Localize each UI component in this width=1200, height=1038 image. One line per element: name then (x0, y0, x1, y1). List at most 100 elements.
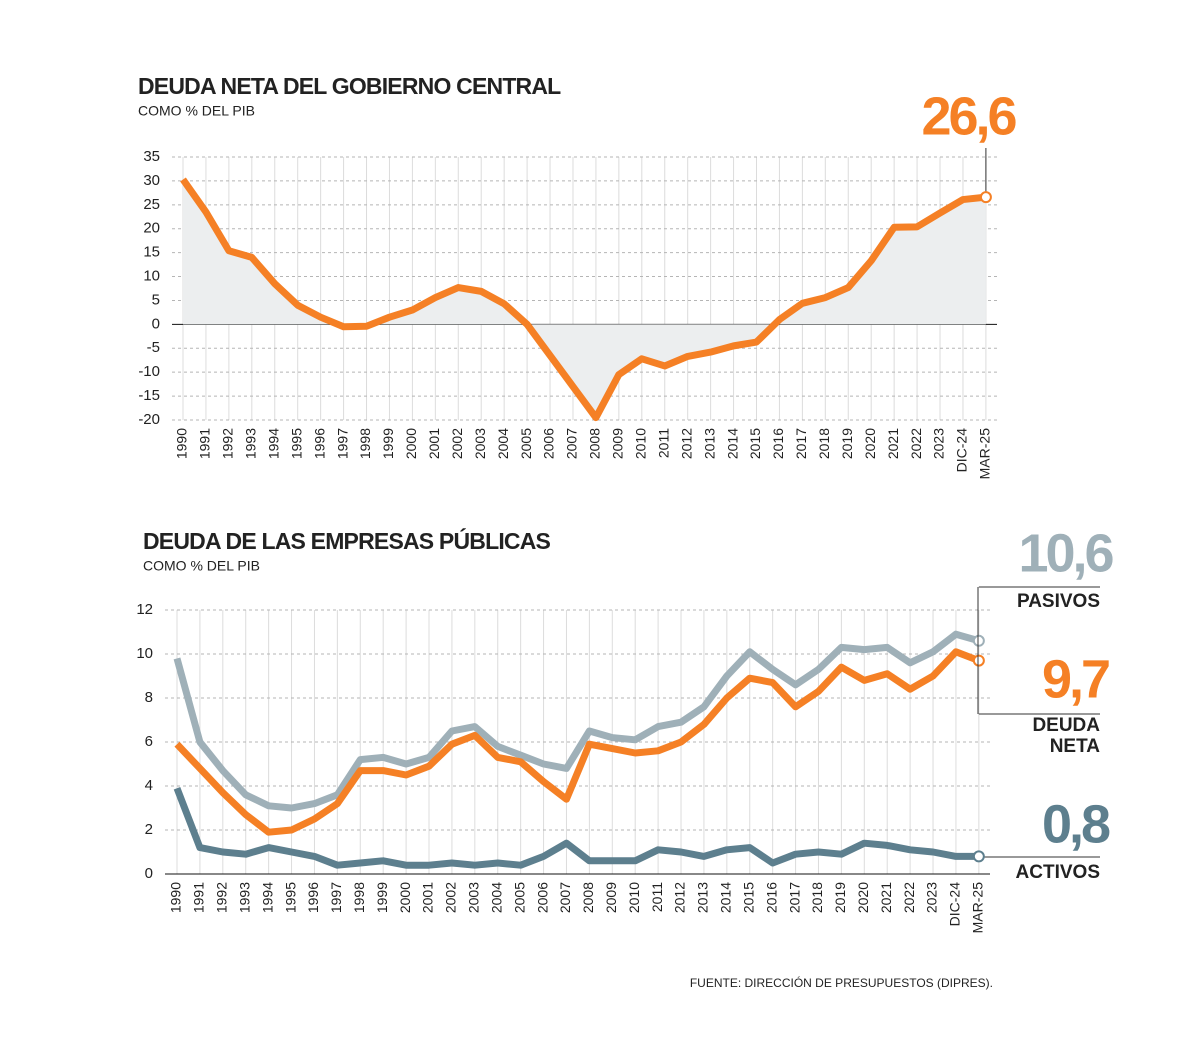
x-tick-label: 1993 (236, 882, 252, 913)
x-tick-label: 2003 (472, 428, 488, 459)
chart-subtitle: COMO % DEL PIB (138, 103, 255, 119)
x-tick-label: 2019 (839, 428, 855, 459)
x-tick-label: 2020 (855, 882, 871, 913)
y-tick-label: 10 (143, 268, 160, 285)
x-tick-label: 2006 (534, 882, 550, 913)
x-tick-label: 2015 (740, 882, 756, 913)
y-tick-label: 5 (152, 291, 160, 308)
x-tick-label: 2017 (793, 428, 809, 459)
x-tick-label: 2009 (603, 882, 619, 913)
x-tick-label: 2013 (695, 882, 711, 913)
x-tick-label: 2005 (511, 882, 527, 913)
x-tick-label: MAR-25 (970, 882, 986, 934)
x-tick-label: 2001 (426, 428, 442, 459)
x-tick-label: 2016 (770, 428, 786, 459)
y-tick-label: 25 (143, 196, 160, 213)
line (174, 648, 981, 836)
x-tick-label: 1998 (357, 428, 373, 459)
x-tick-label: 1991 (197, 428, 213, 459)
value-label: 0,8 (1042, 794, 1110, 854)
x-tick-label: 2007 (557, 882, 573, 913)
y-tick-label: 4 (145, 777, 153, 794)
x-tick-label: 1996 (311, 428, 327, 459)
x-tick-label: 1993 (243, 428, 259, 459)
x-tick-label: 2008 (580, 882, 596, 913)
x-tick-label: 2004 (488, 882, 504, 913)
x-tick-label: 2006 (541, 428, 557, 459)
series-name: ACTIVOS (1015, 862, 1100, 883)
x-tick-label: 2003 (466, 882, 482, 913)
x-tick-label: 1997 (328, 882, 344, 913)
series-name: PASIVOS (1016, 591, 1100, 612)
last-point (972, 850, 985, 863)
area (183, 179, 986, 418)
x-tick-label: 1999 (380, 428, 396, 459)
y-tick-label: 0 (152, 315, 160, 332)
x-tick-label: 2002 (443, 882, 459, 913)
x-tick-label: 2004 (495, 428, 511, 459)
value-label: 26,6 (921, 86, 1016, 146)
x-tick-label: 2017 (786, 882, 802, 913)
x-tick-label: 1990 (174, 428, 190, 459)
x-tick-label: 1994 (265, 428, 281, 459)
chart-title: DEUDA NETA DEL GOBIERNO CENTRAL (138, 73, 561, 99)
line (180, 177, 987, 422)
x-tick-label: 2001 (420, 882, 436, 913)
x-tick-label: 2018 (816, 428, 832, 459)
x-tick-label: 2023 (931, 428, 947, 459)
x-tick-label: 2012 (672, 882, 688, 913)
y-tick-label: -15 (138, 387, 160, 404)
x-tick-label: 1994 (259, 882, 275, 913)
x-tick-label: 1990 (168, 882, 184, 913)
source: FUENTE: DIRECCIÓN DE PRESUPUESTOS (DIPRE… (690, 975, 993, 990)
value-label: 9,7 (1042, 649, 1109, 709)
y-tick-label: 15 (143, 244, 160, 261)
x-tick-label: 2007 (564, 428, 580, 459)
x-tick-label: 2015 (747, 428, 763, 459)
y-tick-label: 20 (143, 220, 160, 237)
x-tick-label: 1992 (214, 882, 230, 913)
x-tick-label: 2014 (718, 882, 734, 913)
last-point (979, 191, 992, 204)
x-tick-label: 2013 (701, 428, 717, 459)
line (173, 630, 980, 812)
series-name: DEUDA NETA (1032, 715, 1100, 757)
y-tick-label: 6 (145, 733, 153, 750)
y-tick-label: -5 (147, 339, 160, 356)
x-tick-label: 2022 (908, 428, 924, 459)
x-tick-label: 2000 (403, 428, 419, 459)
chart-title: DEUDA DE LAS EMPRESAS PÚBLICAS (143, 527, 551, 554)
y-tick-label: 8 (145, 689, 153, 706)
x-tick-label: 1991 (191, 882, 207, 913)
y-tick-label: 12 (136, 601, 153, 618)
y-tick-label: -20 (138, 411, 160, 428)
x-tick-label: 2019 (832, 882, 848, 913)
x-tick-label: 1996 (305, 882, 321, 913)
x-tick-label: 2016 (763, 882, 779, 913)
x-tick-label: 2010 (626, 882, 642, 913)
value-label: 10,6 (1018, 523, 1113, 583)
line (173, 786, 979, 869)
x-tick-label: 2020 (862, 428, 878, 459)
x-tick-label: 1999 (374, 882, 390, 913)
y-tick-label: 0 (145, 865, 153, 882)
x-tick-label: 1997 (334, 428, 350, 459)
y-tick-label: 2 (145, 821, 153, 838)
x-tick-label: 1995 (288, 428, 304, 459)
x-tick-label: 2021 (885, 428, 901, 459)
x-tick-label: 2011 (655, 428, 671, 458)
x-tick-label: DIC-24 (954, 428, 970, 473)
y-tick-label: 30 (143, 172, 160, 189)
x-tick-label: 1992 (220, 428, 236, 459)
x-tick-label: 1995 (282, 882, 298, 913)
x-tick-label: 2009 (610, 428, 626, 459)
x-tick-label: 2011 (649, 882, 665, 912)
x-tick-label: 2018 (809, 882, 825, 913)
x-tick-label: 2014 (724, 428, 740, 459)
x-tick-label: 2012 (678, 428, 694, 459)
chart-subtitle: COMO % DEL PIB (143, 558, 260, 574)
y-tick-label: -10 (138, 363, 160, 380)
x-tick-label: 2008 (587, 428, 603, 459)
